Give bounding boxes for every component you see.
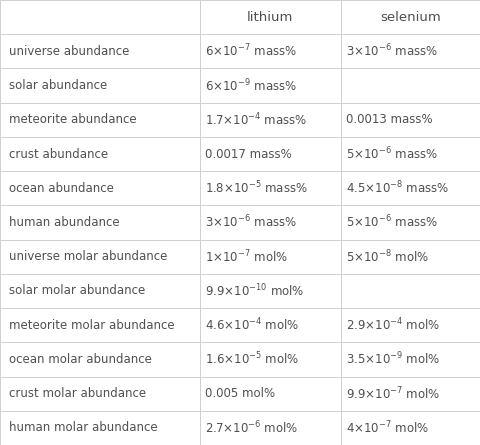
Text: human molar abundance: human molar abundance (9, 421, 157, 434)
Bar (199, 308, 340, 342)
Bar (199, 34, 340, 69)
Bar (340, 206, 480, 239)
Text: crust molar abundance: crust molar abundance (9, 387, 145, 400)
Text: $3.5{\times}10^{-9}$ mol%: $3.5{\times}10^{-9}$ mol% (346, 351, 440, 368)
Text: $6{\times}10^{-9}$ mass%: $6{\times}10^{-9}$ mass% (205, 77, 297, 94)
Bar (199, 171, 340, 206)
Text: $4{\times}10^{-7}$ mol%: $4{\times}10^{-7}$ mol% (346, 420, 429, 436)
Bar (0, 342, 199, 376)
Bar (199, 206, 340, 239)
Bar (340, 308, 480, 342)
Text: 0.0017 mass%: 0.0017 mass% (205, 148, 291, 161)
Text: $3{\times}10^{-6}$ mass%: $3{\times}10^{-6}$ mass% (205, 214, 297, 231)
Bar (199, 239, 340, 274)
Bar (0, 239, 199, 274)
Text: universe molar abundance: universe molar abundance (9, 250, 167, 263)
Bar (0, 206, 199, 239)
Text: $2.9{\times}10^{-4}$ mol%: $2.9{\times}10^{-4}$ mol% (346, 317, 440, 333)
Text: meteorite abundance: meteorite abundance (9, 113, 136, 126)
Bar (0, 103, 199, 137)
Bar (340, 274, 480, 308)
Text: $2.7{\times}10^{-6}$ mol%: $2.7{\times}10^{-6}$ mol% (205, 420, 298, 436)
Text: selenium: selenium (380, 11, 440, 24)
Text: ocean molar abundance: ocean molar abundance (9, 353, 151, 366)
Text: 0.0013 mass%: 0.0013 mass% (346, 113, 432, 126)
Bar (0, 137, 199, 171)
Text: $5{\times}10^{-6}$ mass%: $5{\times}10^{-6}$ mass% (346, 146, 437, 162)
Bar (0, 171, 199, 206)
Text: $1.7{\times}10^{-4}$ mass%: $1.7{\times}10^{-4}$ mass% (205, 112, 307, 128)
Text: $1.6{\times}10^{-5}$ mol%: $1.6{\times}10^{-5}$ mol% (205, 351, 299, 368)
Text: human abundance: human abundance (9, 216, 119, 229)
Text: $3{\times}10^{-6}$ mass%: $3{\times}10^{-6}$ mass% (346, 43, 437, 60)
Text: $5{\times}10^{-6}$ mass%: $5{\times}10^{-6}$ mass% (346, 214, 437, 231)
Text: 0.005 mol%: 0.005 mol% (205, 387, 275, 400)
Text: $5{\times}10^{-8}$ mol%: $5{\times}10^{-8}$ mol% (346, 248, 429, 265)
Bar (199, 137, 340, 171)
Text: universe abundance: universe abundance (9, 45, 129, 58)
Text: $4.6{\times}10^{-4}$ mol%: $4.6{\times}10^{-4}$ mol% (205, 317, 299, 333)
Bar (199, 411, 340, 445)
Text: solar molar abundance: solar molar abundance (9, 284, 144, 297)
Bar (0, 69, 199, 103)
Bar (340, 69, 480, 103)
Bar (340, 376, 480, 411)
Bar (340, 239, 480, 274)
Bar (199, 69, 340, 103)
Bar (340, 171, 480, 206)
Text: $9.9{\times}10^{-7}$ mol%: $9.9{\times}10^{-7}$ mol% (346, 385, 440, 402)
Bar (0, 0, 199, 34)
Text: $6{\times}10^{-7}$ mass%: $6{\times}10^{-7}$ mass% (205, 43, 297, 60)
Bar (340, 0, 480, 34)
Bar (199, 103, 340, 137)
Bar (0, 411, 199, 445)
Text: lithium: lithium (246, 11, 293, 24)
Text: solar abundance: solar abundance (9, 79, 107, 92)
Text: ocean abundance: ocean abundance (9, 182, 113, 195)
Bar (340, 34, 480, 69)
Bar (340, 411, 480, 445)
Text: meteorite molar abundance: meteorite molar abundance (9, 319, 174, 332)
Bar (199, 0, 340, 34)
Text: $9.9{\times}10^{-10}$ mol%: $9.9{\times}10^{-10}$ mol% (205, 283, 304, 299)
Bar (199, 376, 340, 411)
Text: $1.8{\times}10^{-5}$ mass%: $1.8{\times}10^{-5}$ mass% (205, 180, 308, 197)
Bar (0, 308, 199, 342)
Text: crust abundance: crust abundance (9, 148, 108, 161)
Bar (199, 274, 340, 308)
Text: $4.5{\times}10^{-8}$ mass%: $4.5{\times}10^{-8}$ mass% (346, 180, 449, 197)
Bar (340, 103, 480, 137)
Bar (0, 34, 199, 69)
Bar (340, 342, 480, 376)
Bar (0, 376, 199, 411)
Bar (199, 342, 340, 376)
Bar (0, 274, 199, 308)
Text: $1{\times}10^{-7}$ mol%: $1{\times}10^{-7}$ mol% (205, 248, 288, 265)
Bar (340, 137, 480, 171)
